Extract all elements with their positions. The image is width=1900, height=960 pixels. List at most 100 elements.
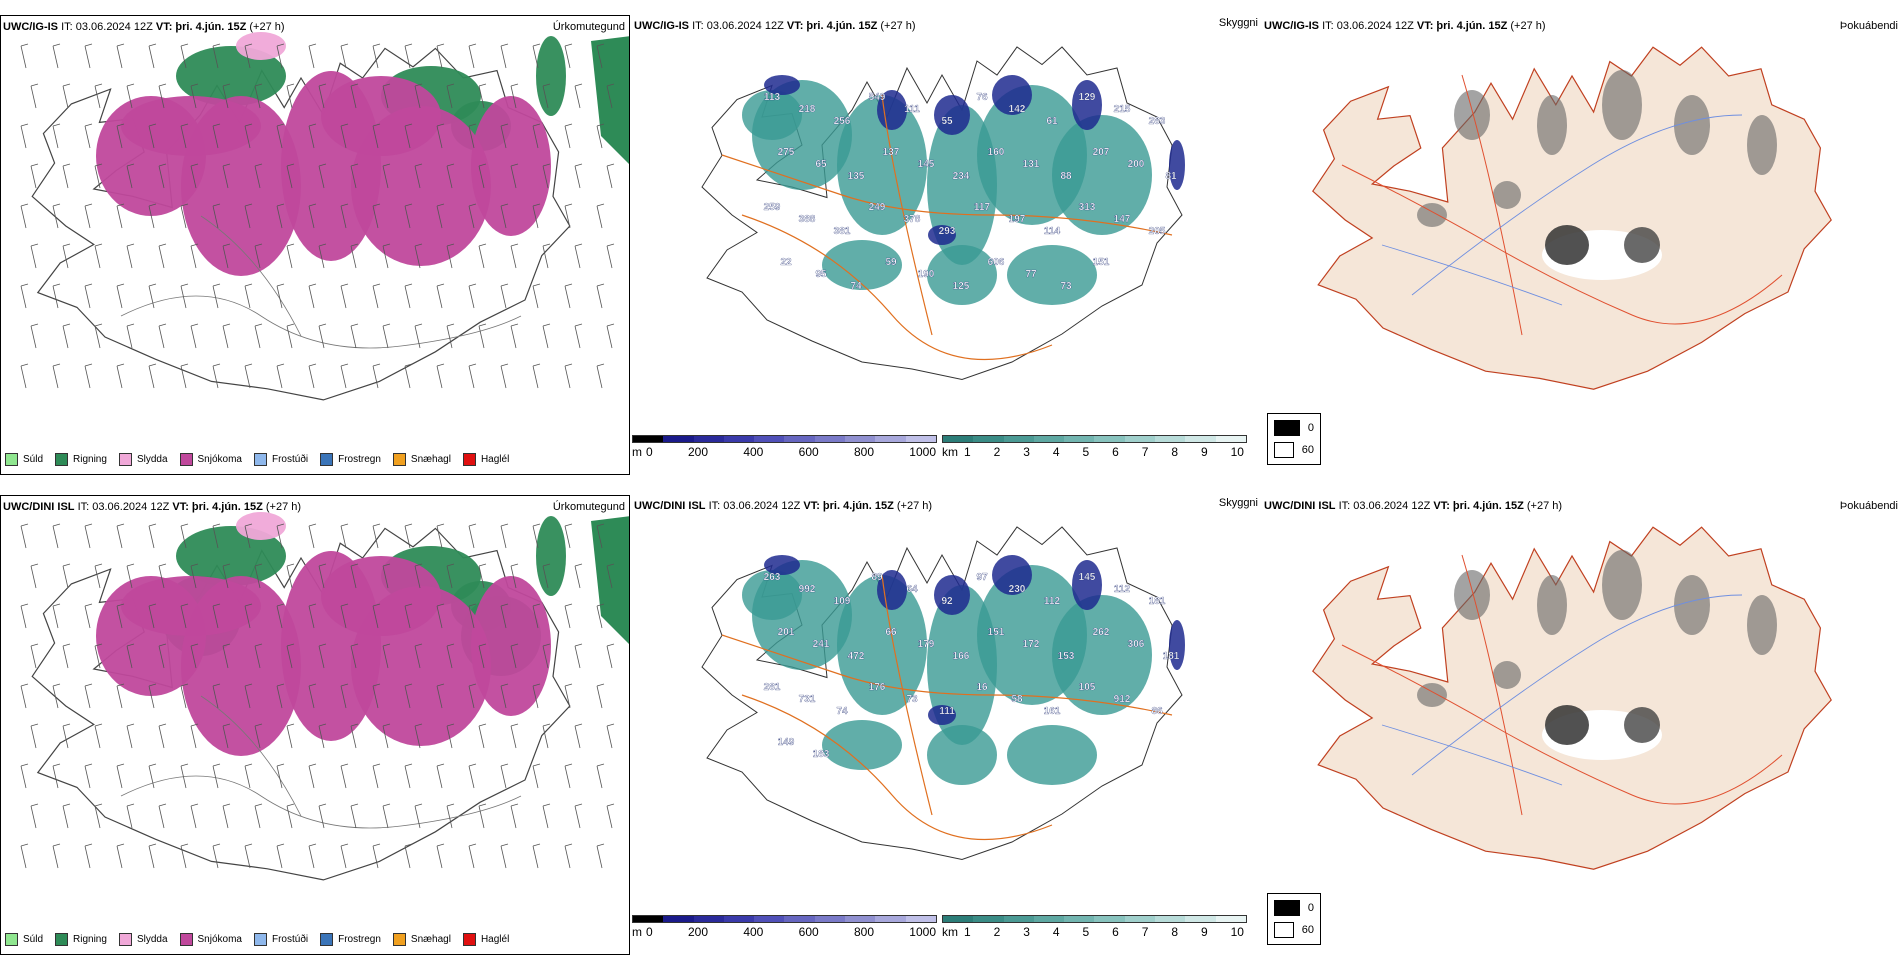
legend-swatch — [118, 453, 132, 466]
wind-barb-flag — [276, 763, 285, 767]
wind-barb-flag — [148, 43, 157, 47]
wind-barb — [500, 845, 507, 869]
wind-barb — [244, 45, 251, 69]
wind-barb-flag — [180, 843, 189, 847]
wind-barb-flag — [382, 323, 391, 327]
cloud-base-value: 293 — [939, 226, 956, 237]
wind-barb-flag — [158, 83, 167, 87]
cloud-ceiling-area — [877, 570, 907, 610]
cloud-ceiling-area — [928, 225, 956, 245]
cloud-base-value: 145 — [918, 159, 935, 170]
wind-barb-flag — [542, 803, 551, 807]
cloud-base-value: 74 — [836, 706, 848, 717]
wind-barb — [606, 325, 613, 349]
wind-barb — [276, 605, 283, 629]
wind-barb-flag — [30, 563, 39, 567]
wind-barb — [500, 285, 507, 309]
wind-barb — [542, 805, 549, 829]
ceiling-tick-label: 600 — [798, 445, 819, 459]
wind-barb — [606, 645, 613, 669]
wind-barb-flag — [574, 243, 583, 247]
wind-barb-flag — [20, 683, 29, 687]
wind-barb-flag — [372, 363, 381, 367]
wind-barb-flag — [30, 723, 39, 727]
wind-barb — [62, 85, 69, 109]
cloud-ceiling-area — [934, 575, 970, 615]
wind-barb — [244, 685, 251, 709]
wind-barb — [20, 605, 27, 629]
wind-barb-flag — [308, 43, 317, 47]
legend-label: Frostúði — [271, 454, 309, 465]
wind-barb-flag — [126, 723, 135, 727]
wind-barb-flag — [350, 163, 359, 167]
wind-barb — [564, 525, 571, 549]
wind-barb — [116, 845, 123, 869]
fog-area — [1674, 95, 1710, 155]
wind-barb — [542, 325, 549, 349]
wind-barb — [542, 725, 549, 749]
wind-barb-flag — [532, 123, 541, 127]
legend-swatch — [5, 933, 18, 946]
wind-barb-flag — [318, 323, 327, 327]
low-visibility-area — [1052, 115, 1152, 235]
wind-barb-flag — [116, 763, 125, 767]
wind-barb-flag — [574, 563, 583, 567]
wind-barb — [148, 845, 155, 869]
wind-barb — [52, 605, 59, 629]
sleet-area — [236, 512, 286, 540]
low-visibility-area — [742, 570, 802, 620]
wind-barb-flag — [158, 723, 167, 727]
wind-barb-flag — [340, 203, 349, 207]
wind-barb-flag — [94, 643, 103, 647]
wind-barb-flag — [340, 763, 349, 767]
wind-barb — [478, 725, 485, 749]
wind-barb-flag — [276, 603, 285, 607]
visibility-tick-label: 7 — [1141, 925, 1149, 939]
wind-barb — [116, 205, 123, 229]
fog-area — [1537, 575, 1567, 635]
wind-barb — [468, 205, 475, 229]
wind-barb-flag — [478, 323, 487, 327]
road-line — [1461, 554, 1523, 816]
fog-area — [1747, 115, 1777, 175]
low-visibility-area — [927, 725, 997, 785]
wind-barb — [308, 45, 315, 69]
wind-barb — [52, 525, 59, 549]
wind-barb — [62, 165, 69, 189]
wind-barb — [244, 365, 251, 389]
wind-barb-flag — [446, 83, 455, 87]
visibility-tick-label: 6 — [1112, 445, 1119, 459]
wind-barb-flag — [404, 763, 413, 767]
cloud-base-value: 64 — [906, 584, 918, 595]
wind-barb-flag — [596, 363, 605, 367]
wind-barb-flag — [606, 323, 615, 327]
wind-barb — [404, 205, 411, 229]
wind-barb-flag — [254, 643, 263, 647]
cloud-base-value: 105 — [1079, 682, 1096, 693]
wind-barb — [478, 645, 485, 669]
snow-area — [121, 96, 261, 156]
wind-barb — [116, 285, 123, 309]
visibility-tick-label: 1 — [964, 445, 971, 459]
wind-barb-flag — [148, 523, 157, 527]
fog-area — [1602, 550, 1642, 620]
wind-barb-flag — [212, 363, 221, 367]
wind-barb-flag — [212, 123, 221, 127]
wind-barb — [532, 605, 539, 629]
wind-barb-flag — [414, 563, 423, 567]
wind-barb — [606, 245, 613, 269]
wind-barb — [222, 245, 229, 269]
visibility-tick-label: 10 — [1230, 925, 1244, 939]
wind-barb — [596, 125, 603, 149]
wind-barb-flag — [222, 723, 231, 727]
wind-barb — [532, 365, 539, 389]
ceiling-tick-label: 600 — [798, 925, 819, 939]
cloud-base-value: 151 — [1093, 257, 1110, 268]
fog-area — [1454, 570, 1490, 620]
wind-barb — [148, 285, 155, 309]
wind-barb-flag — [564, 763, 573, 767]
legend-label: Snæhagl — [410, 934, 451, 945]
wind-barb — [148, 685, 155, 709]
wind-barb — [190, 85, 197, 109]
wind-barb-flag — [158, 323, 167, 327]
